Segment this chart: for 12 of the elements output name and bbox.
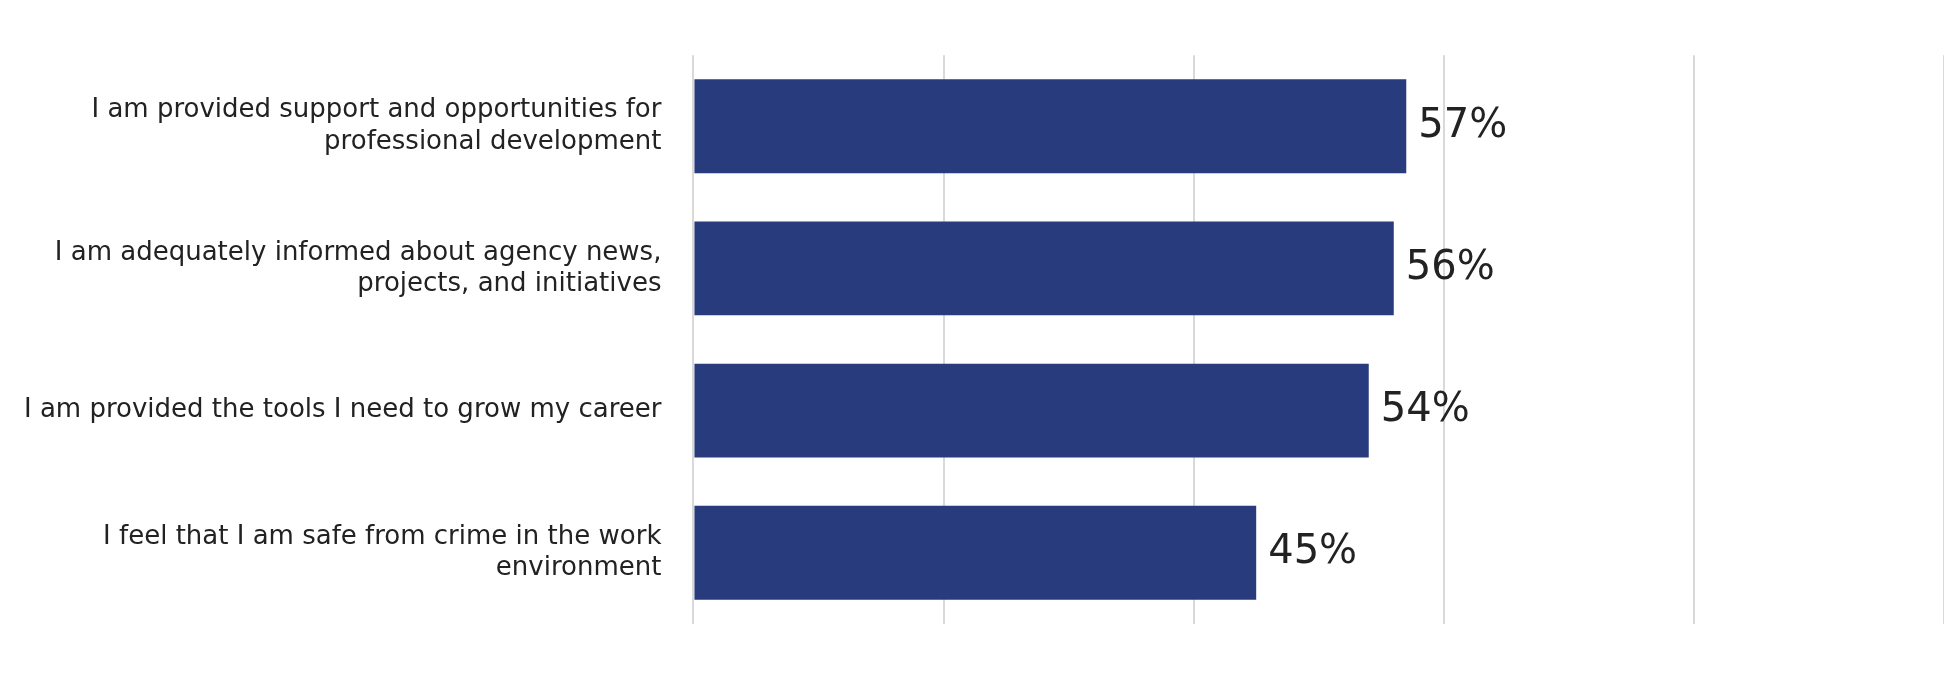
- data-label: 57%: [1418, 99, 1508, 146]
- y-tick-label: I am adequately informed about agency news, projects, and initiatives: [54, 235, 662, 297]
- data-label: 56%: [1405, 241, 1495, 288]
- data-label: 45%: [1268, 526, 1358, 573]
- y-tick-label: I am provided support and opportunities for professional development: [91, 93, 662, 155]
- bar: [694, 221, 1394, 316]
- bar: [694, 363, 1369, 458]
- data-label: 54%: [1380, 383, 1470, 430]
- bar: [694, 505, 1257, 600]
- y-tick-label: I am provided the tools I need to grow my career: [23, 393, 662, 424]
- bar: [694, 79, 1407, 174]
- y-tick-label: I feel that I am safe from crime in the work environment: [103, 519, 662, 582]
